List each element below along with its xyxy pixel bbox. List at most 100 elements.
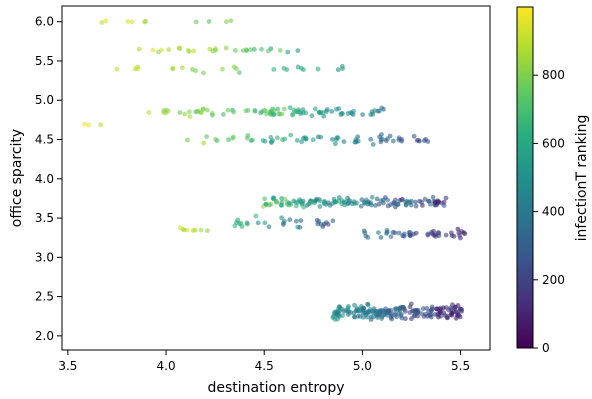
scatter-point xyxy=(369,202,374,208)
scatter-point xyxy=(342,202,348,208)
scatter-point xyxy=(187,109,192,115)
scatter-point xyxy=(369,308,375,314)
scatter-point xyxy=(252,108,258,114)
scatter-point xyxy=(248,47,254,53)
scatter-point xyxy=(360,112,365,117)
scatter-point xyxy=(341,308,347,314)
scatter-point xyxy=(204,134,210,140)
scatter-point xyxy=(244,48,250,53)
y-tick-label: 4.0 xyxy=(35,172,54,186)
colorbar-tick-label: 600 xyxy=(542,136,565,150)
scatter-point xyxy=(369,194,375,200)
scatter-point xyxy=(297,109,302,115)
scatter-point xyxy=(380,197,386,203)
scatter-point xyxy=(294,203,299,209)
scatter-point xyxy=(291,198,297,204)
scatter-point xyxy=(449,230,454,236)
scatter-point xyxy=(368,136,374,142)
scatter-point xyxy=(400,304,406,310)
scatter-point xyxy=(82,121,87,127)
scatter-point xyxy=(369,109,375,115)
scatter-point xyxy=(330,137,335,142)
scatter-point xyxy=(345,305,351,311)
scatter-point xyxy=(384,228,390,233)
scatter-point xyxy=(434,306,439,312)
scatter-point xyxy=(279,215,284,221)
scatter-point xyxy=(301,67,306,73)
scatter-point xyxy=(462,231,468,237)
scatter-point xyxy=(431,232,437,238)
colorbar-tick-label: 0 xyxy=(542,341,550,355)
scatter-point xyxy=(377,134,382,140)
scatter-point xyxy=(285,49,291,55)
scatter-point xyxy=(262,196,268,202)
scatter-point xyxy=(231,109,237,115)
colorbar-ticks: 0 200 400 600 800 xyxy=(533,68,565,355)
scatter-point xyxy=(135,64,141,70)
scatter-point xyxy=(423,311,428,317)
scatter-point xyxy=(436,314,441,320)
scatter-point xyxy=(176,45,182,51)
scatter-point xyxy=(268,46,274,52)
scatter-point xyxy=(264,111,269,117)
scatter-point xyxy=(411,133,417,139)
scatter-point xyxy=(201,70,206,76)
scatter-point xyxy=(399,315,405,321)
scatter-point xyxy=(330,315,336,320)
scatter-point xyxy=(459,306,465,312)
scatter-point xyxy=(275,135,280,141)
y-tick-label: 2.0 xyxy=(35,329,54,343)
scatter-point xyxy=(333,141,338,147)
scatter-point xyxy=(290,111,296,117)
scatter-point xyxy=(436,233,442,239)
scatter-point xyxy=(248,138,254,144)
scatter-point xyxy=(409,316,414,322)
scatter-point xyxy=(384,312,390,318)
colorbar-tick-label: 800 xyxy=(542,68,565,82)
scatter-point xyxy=(301,204,307,210)
scatter-point xyxy=(438,310,443,315)
scatter-point xyxy=(206,19,212,24)
scatter-point xyxy=(299,139,305,145)
scatter-point xyxy=(417,198,423,204)
scatter-point xyxy=(354,307,360,313)
scatter-point xyxy=(424,305,430,311)
scatter-point xyxy=(282,196,288,202)
scatter-point xyxy=(315,66,321,72)
x-tick-label: 5.5 xyxy=(451,359,470,373)
scatter-point xyxy=(269,139,274,145)
scatter-point xyxy=(441,199,447,205)
scatter-point xyxy=(332,309,338,315)
scatter-point xyxy=(324,109,329,114)
scatter-point xyxy=(191,48,197,54)
scatter-point xyxy=(129,19,135,25)
scatter-point xyxy=(156,49,161,55)
scatter-point xyxy=(177,110,183,115)
colorbar-tick-label: 400 xyxy=(542,205,565,219)
scatter-point xyxy=(204,107,210,113)
scatter-point xyxy=(378,235,384,240)
scatter-point xyxy=(416,138,421,143)
scatter-point xyxy=(331,196,337,202)
x-axis-label: destination entropy xyxy=(207,380,344,396)
scatter-point xyxy=(181,227,187,233)
scatter-point xyxy=(399,137,404,142)
scatter-point xyxy=(454,309,460,315)
x-tick-label: 5.0 xyxy=(353,359,372,373)
scatter-point xyxy=(358,203,364,209)
scatter-point xyxy=(345,312,351,317)
scatter-point xyxy=(363,310,369,316)
plot-frame xyxy=(61,5,491,351)
scatter-point xyxy=(321,113,327,119)
scatter-point xyxy=(286,200,292,206)
scatter-point xyxy=(365,314,370,320)
scatter-point xyxy=(279,200,285,206)
scatter-point xyxy=(315,134,321,140)
x-tick-label: 3.5 xyxy=(58,359,77,373)
scatter-point xyxy=(455,226,461,232)
scatter-point xyxy=(406,199,412,205)
scatter-point xyxy=(453,315,459,321)
scatter-point xyxy=(225,107,231,113)
scatter-point xyxy=(413,230,419,236)
scatter-point xyxy=(268,108,274,114)
